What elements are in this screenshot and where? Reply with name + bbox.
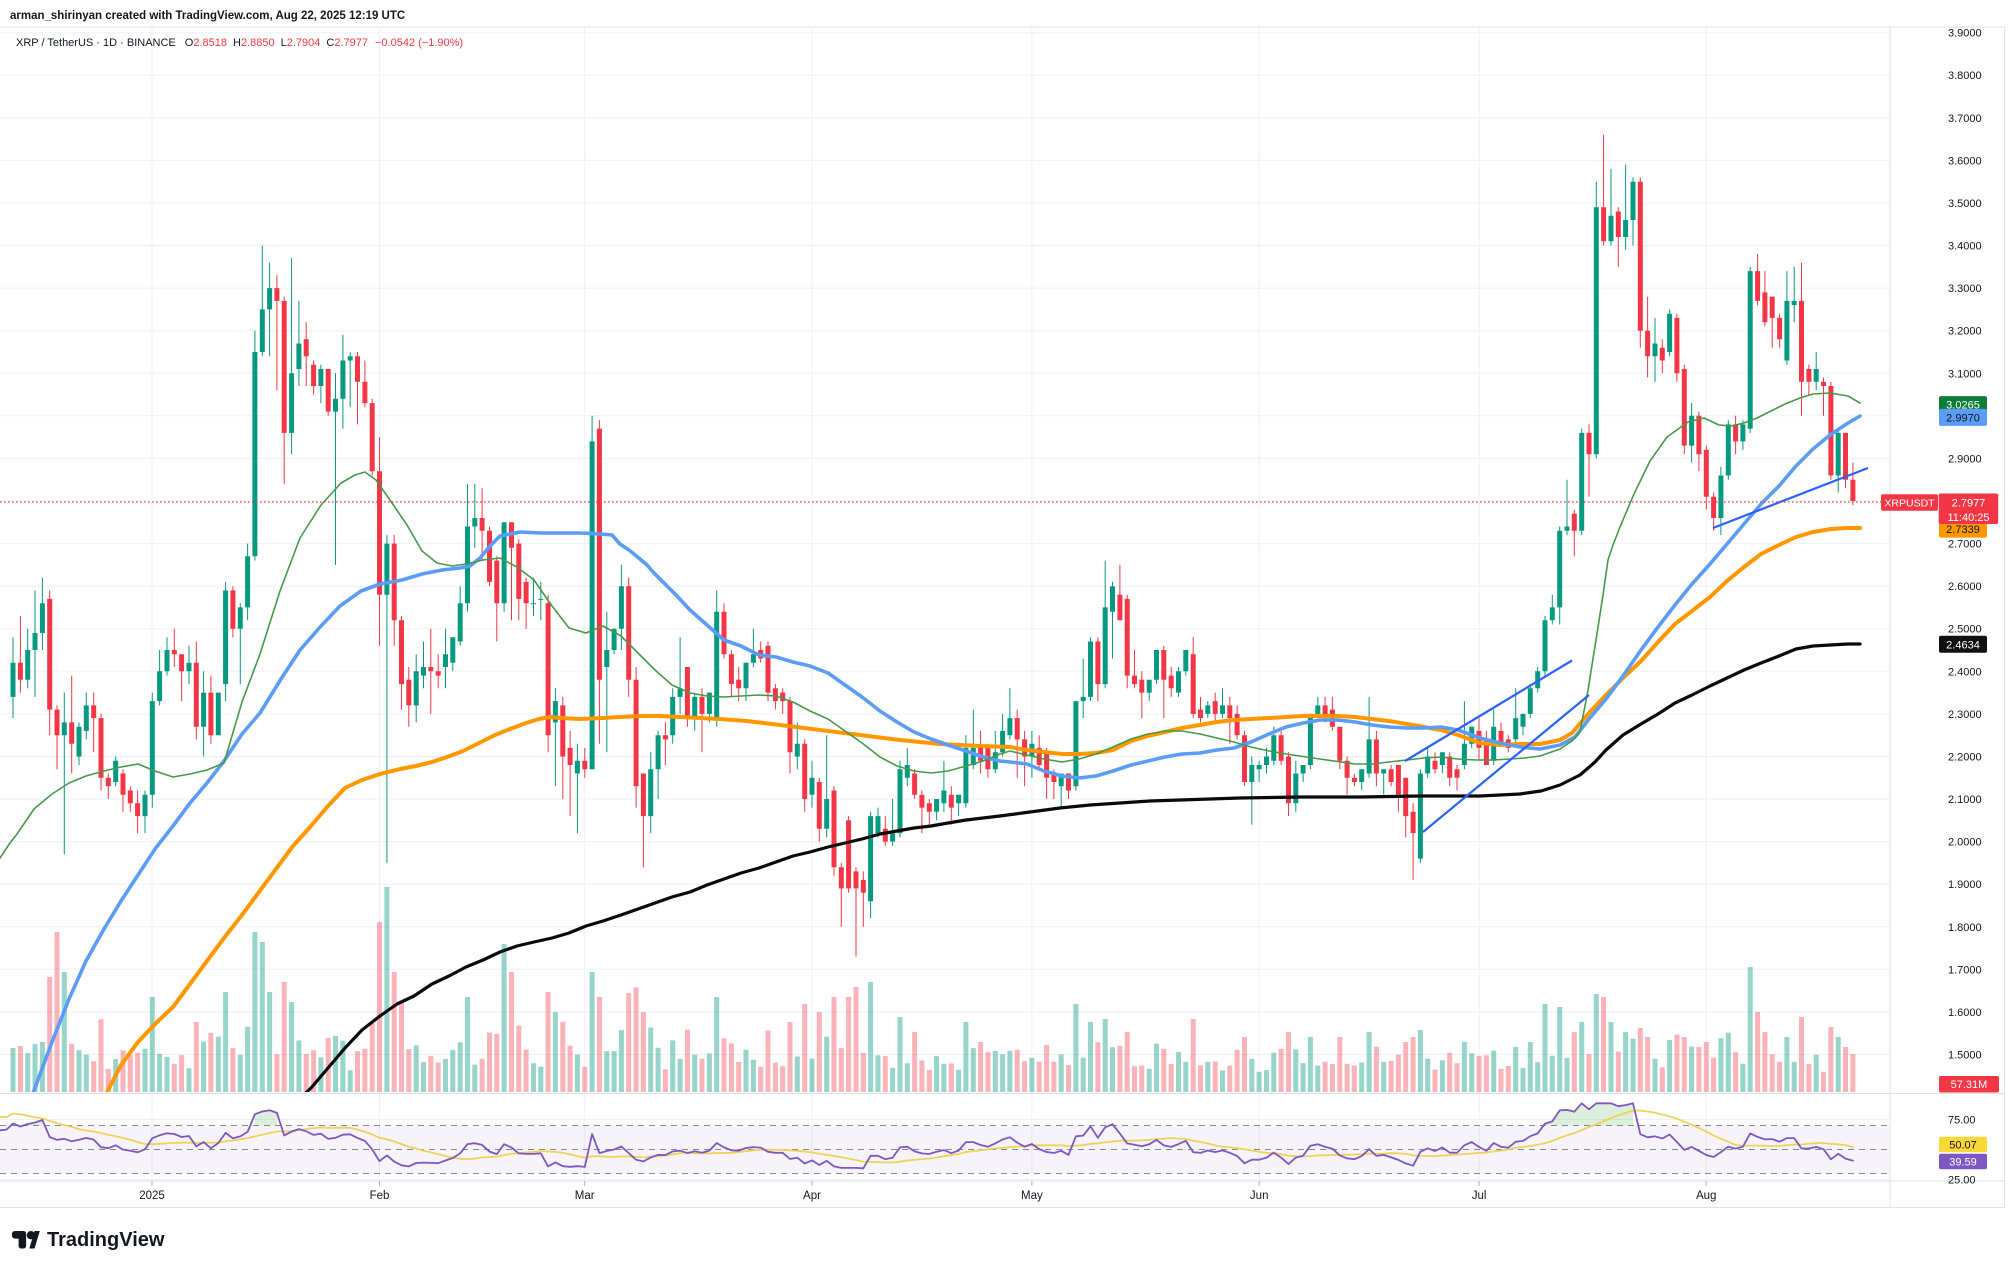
svg-text:2.5000: 2.5000 [1948, 624, 1982, 636]
svg-text:25.00: 25.00 [1948, 1175, 1976, 1187]
svg-text:2.7977: 2.7977 [1952, 497, 1986, 509]
svg-text:Apr: Apr [803, 1190, 821, 1202]
svg-text:2.1000: 2.1000 [1948, 794, 1982, 806]
svg-text:2.9970: 2.9970 [1946, 412, 1980, 424]
svg-text:2.4634: 2.4634 [1946, 639, 1980, 651]
svg-text:2.3000: 2.3000 [1948, 709, 1982, 721]
svg-text:1.7000: 1.7000 [1948, 964, 1982, 976]
svg-text:3.5000: 3.5000 [1948, 198, 1982, 210]
svg-text:2.6000: 2.6000 [1948, 581, 1982, 593]
svg-text:Mar: Mar [575, 1190, 595, 1202]
svg-text:May: May [1021, 1190, 1043, 1202]
svg-text:Aug: Aug [1696, 1190, 1716, 1202]
svg-text:3.0265: 3.0265 [1946, 400, 1980, 412]
svg-text:3.6000: 3.6000 [1948, 155, 1982, 167]
svg-text:39.59: 39.59 [1949, 1157, 1977, 1169]
svg-text:1.6000: 1.6000 [1948, 1007, 1982, 1019]
svg-text:57.31M: 57.31M [1951, 1079, 1988, 1091]
svg-text:XRPUSDT: XRPUSDT [1884, 498, 1935, 510]
svg-text:Jul: Jul [1472, 1190, 1487, 1202]
svg-text:3.7000: 3.7000 [1948, 113, 1982, 125]
svg-text:2.9000: 2.9000 [1948, 453, 1982, 465]
svg-text:3.8000: 3.8000 [1948, 70, 1982, 82]
svg-text:TradingView: TradingView [47, 1229, 165, 1251]
svg-text:1.8000: 1.8000 [1948, 922, 1982, 934]
svg-text:75.00: 75.00 [1948, 1115, 1976, 1127]
svg-text:3.3000: 3.3000 [1948, 283, 1982, 295]
svg-text:3.2000: 3.2000 [1948, 326, 1982, 338]
svg-text:2.7000: 2.7000 [1948, 539, 1982, 551]
svg-text:2.0000: 2.0000 [1948, 837, 1982, 849]
svg-text:50.07: 50.07 [1949, 1140, 1977, 1152]
svg-text:Jun: Jun [1250, 1190, 1269, 1202]
svg-text:2.4000: 2.4000 [1948, 666, 1982, 678]
svg-text:2025: 2025 [139, 1190, 165, 1202]
svg-text:3.1000: 3.1000 [1948, 368, 1982, 380]
svg-text:3.4000: 3.4000 [1948, 241, 1982, 253]
svg-text:1.9000: 1.9000 [1948, 879, 1982, 891]
svg-text:1.5000: 1.5000 [1948, 1050, 1982, 1062]
svg-text:2.2000: 2.2000 [1948, 752, 1982, 764]
svg-text:11:40:25: 11:40:25 [1947, 512, 1989, 524]
svg-text:arman_shirinyan created with T: arman_shirinyan created with TradingView… [10, 10, 405, 22]
svg-text:Feb: Feb [370, 1190, 390, 1202]
svg-text:2.7339: 2.7339 [1946, 524, 1980, 536]
svg-text:3.9000: 3.9000 [1948, 28, 1982, 40]
